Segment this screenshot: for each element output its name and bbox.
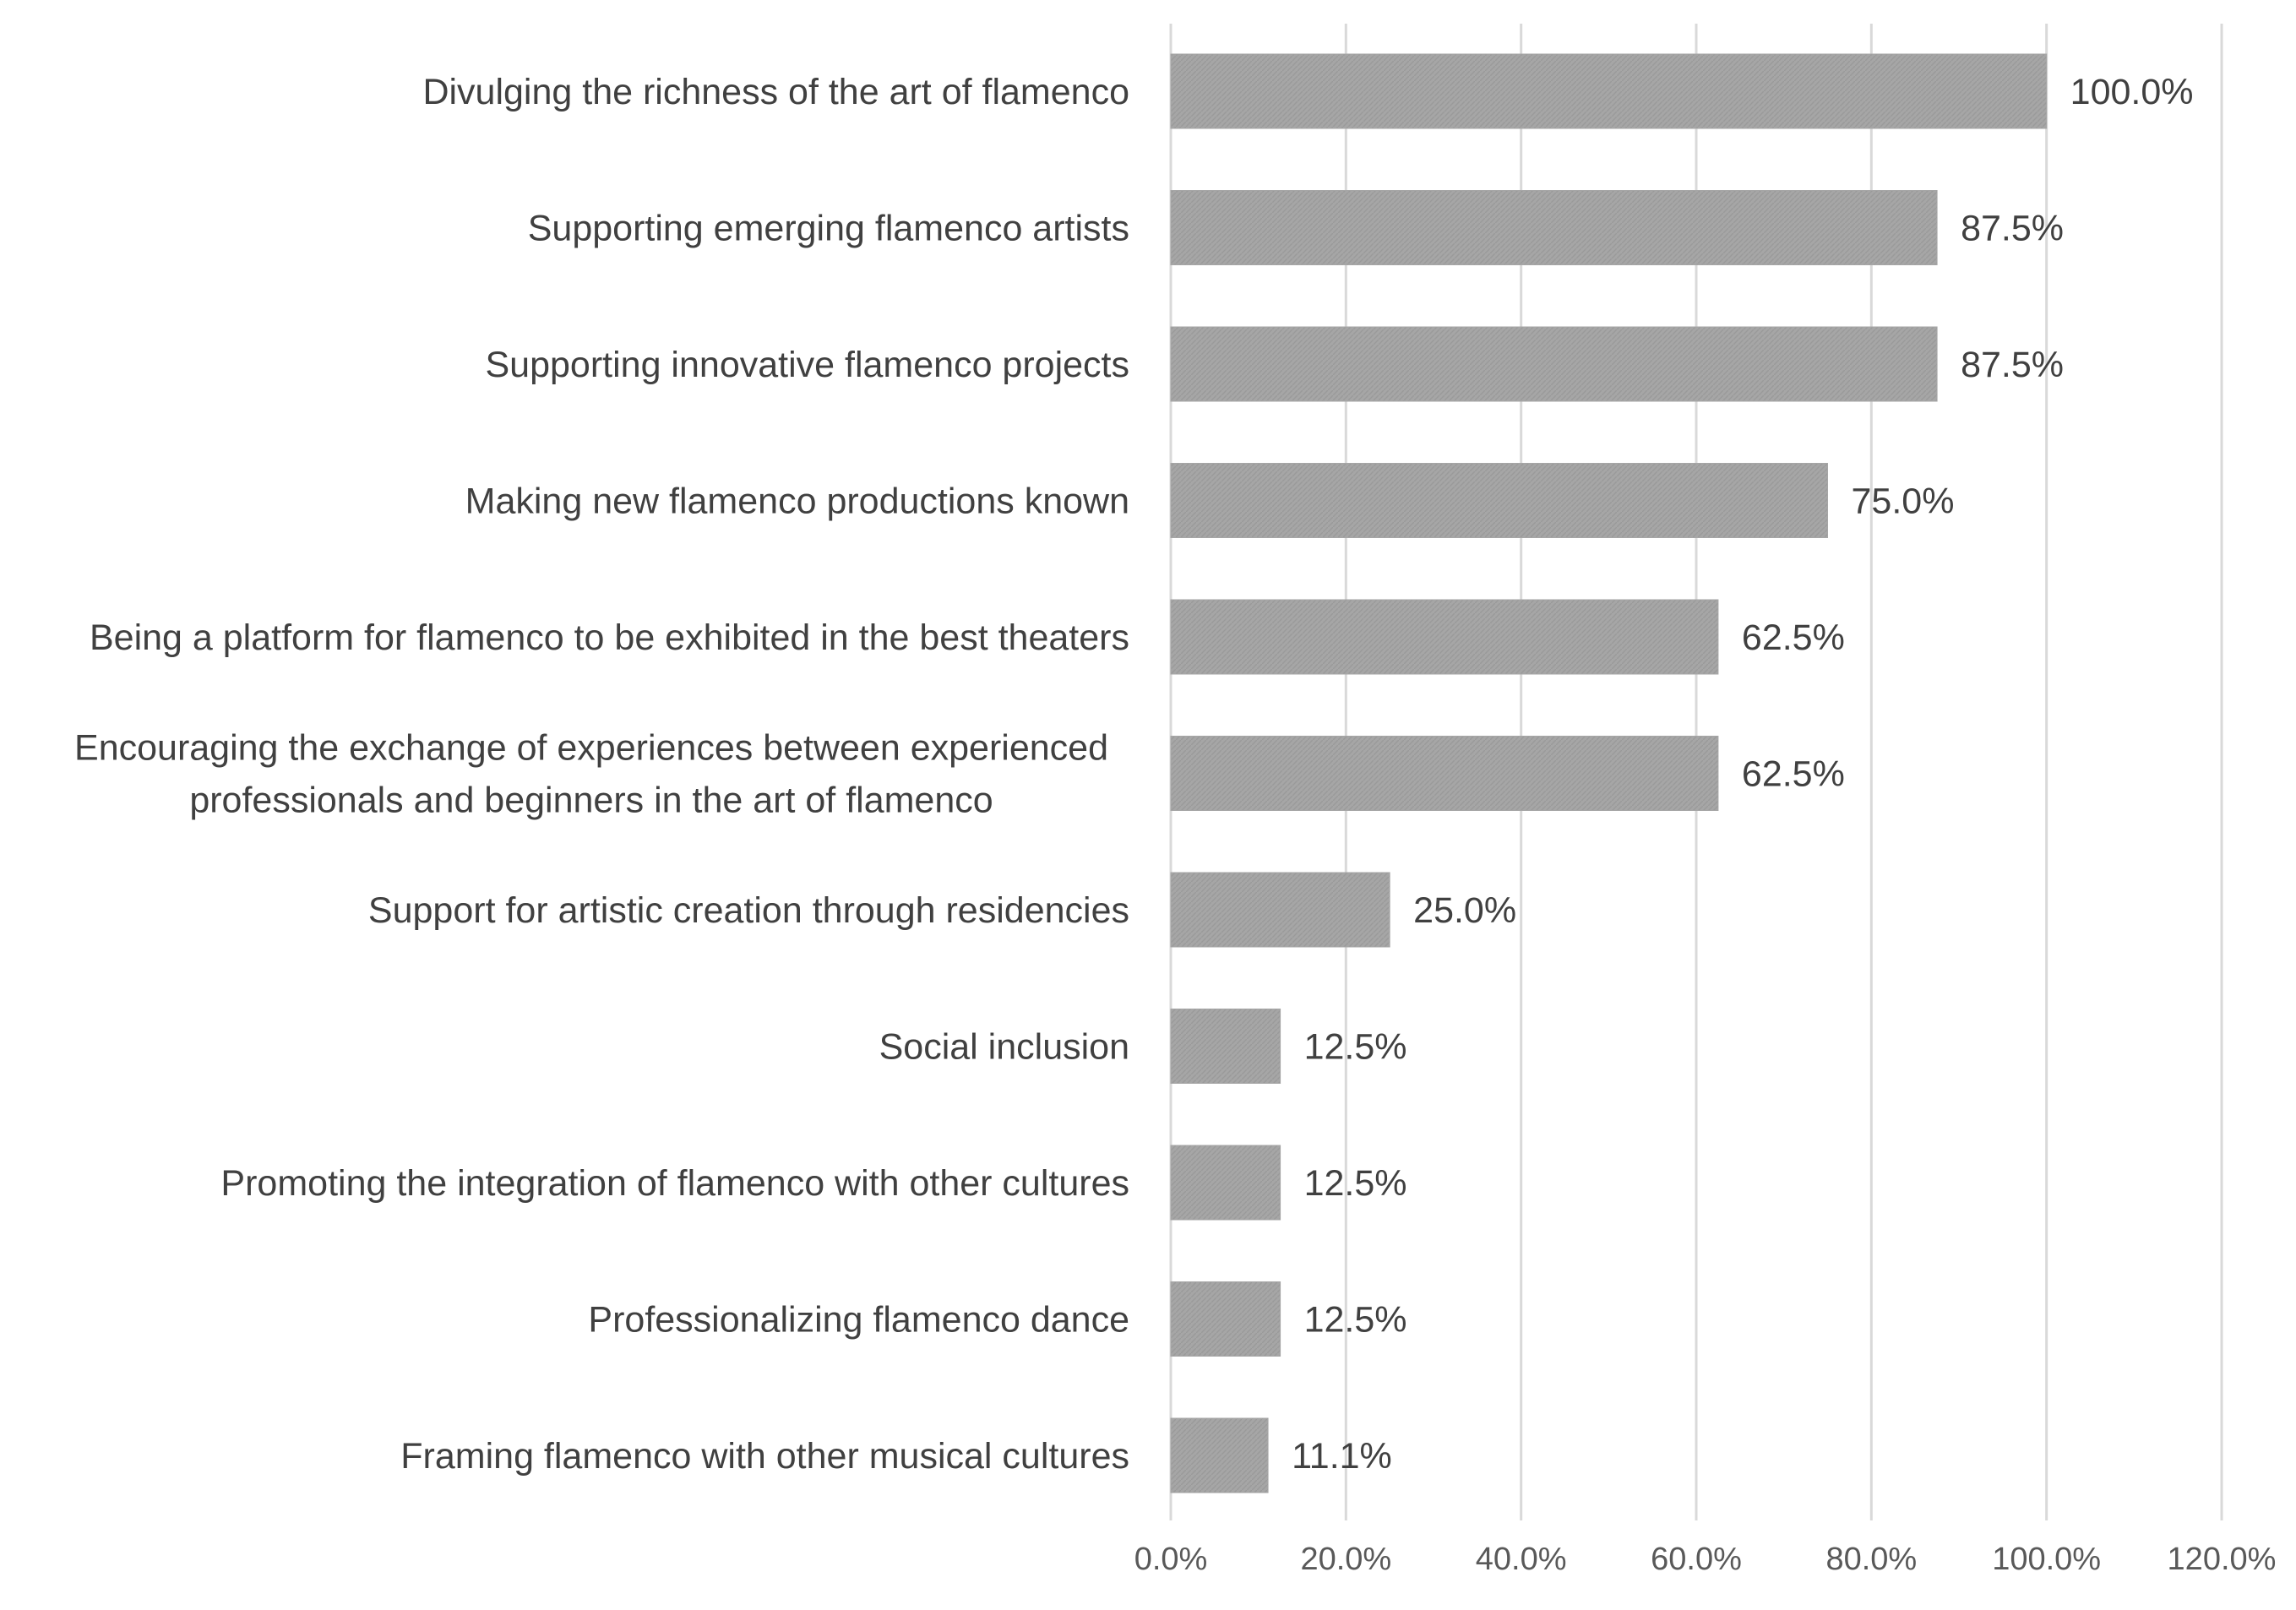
bar <box>1170 1009 1281 1084</box>
data-label: 87.5% <box>1961 345 2064 385</box>
category-label-line: professionals and beginners in the art o… <box>189 781 993 821</box>
category-label: Divulging the richness of the art of fla… <box>422 72 1129 112</box>
data-label: 62.5% <box>1742 617 1845 658</box>
data-label: 87.5% <box>1961 209 2064 249</box>
category-label-line: Framing flamenco with other musical cult… <box>400 1436 1129 1477</box>
category-label-line: Support for artistic creation through re… <box>368 890 1129 931</box>
value-labels: 100.0% 87.5% 87.5% 75.0% 62.5% 62.5% 25.0% 12.5… <box>1292 72 2193 1477</box>
category-label: Making new flamenco productions known <box>465 481 1129 522</box>
data-label: 62.5% <box>1742 754 1845 795</box>
category-label: Social inclusion <box>879 1027 1129 1068</box>
category-label-line: Supporting innovative flamenco projects <box>486 345 1130 385</box>
data-label: 12.5% <box>1304 1027 1407 1068</box>
category-label-line: Making new flamenco productions known <box>465 481 1129 522</box>
data-label: 12.5% <box>1304 1300 1407 1341</box>
bar <box>1170 736 1719 811</box>
category-label: Being a platform for flamenco to be exhi… <box>90 617 1129 658</box>
category-label-line: Promoting the integration of flamenco wi… <box>220 1163 1129 1204</box>
x-tick-label: 40.0% <box>1476 1542 1567 1577</box>
category-label-line: Social inclusion <box>879 1027 1129 1068</box>
bar <box>1170 599 1719 675</box>
bars <box>1170 53 2048 1493</box>
bar <box>1170 53 2048 129</box>
category-label: Framing flamenco with other musical cult… <box>400 1436 1129 1477</box>
category-label: Supporting emerging flamenco artists <box>528 209 1129 249</box>
x-tick-label: 100.0% <box>1992 1542 2101 1577</box>
bar <box>1170 1281 1281 1357</box>
x-tick-label: 20.0% <box>1300 1542 1391 1577</box>
x-tick-label: 60.0% <box>1651 1542 1742 1577</box>
bar <box>1170 1417 1269 1493</box>
data-label: 25.0% <box>1413 890 1516 931</box>
category-label-line: Supporting emerging flamenco artists <box>528 209 1129 249</box>
data-label: 12.5% <box>1304 1163 1407 1204</box>
category-label-line: Being a platform for flamenco to be exhi… <box>90 617 1129 658</box>
bar <box>1170 1145 1281 1221</box>
category-label-line: Professionalizing flamenco dance <box>588 1300 1129 1341</box>
category-label: Professionalizing flamenco dance <box>588 1300 1129 1341</box>
x-tick-label: 120.0% <box>2168 1542 2277 1577</box>
bar <box>1170 463 1828 538</box>
category-label-line: Divulging the richness of the art of fla… <box>422 72 1129 112</box>
data-label: 100.0% <box>2070 72 2194 112</box>
x-tick-label: 0.0% <box>1134 1542 1208 1577</box>
category-label-line: Encouraging the exchange of experiences … <box>74 728 1108 769</box>
category-label: Supporting innovative flamenco projects <box>486 345 1130 385</box>
bar <box>1170 326 1938 402</box>
category-label: Encouraging the exchange of experiences … <box>74 728 1108 821</box>
category-labels: Divulging the richness of the art of fla… <box>74 72 1129 1477</box>
bar <box>1170 190 1938 265</box>
category-label: Promoting the integration of flamenco wi… <box>220 1163 1129 1204</box>
x-tick-label: 80.0% <box>1825 1542 1917 1577</box>
data-label: 11.1% <box>1292 1436 1392 1477</box>
category-label: Support for artistic creation through re… <box>368 890 1129 931</box>
bar <box>1170 872 1390 948</box>
data-label: 75.0% <box>1852 481 1955 522</box>
x-axis-tick-labels: 0.0% 20.0% 40.0% 60.0% 80.0% 100.0% 120.0% <box>1134 1542 2277 1577</box>
